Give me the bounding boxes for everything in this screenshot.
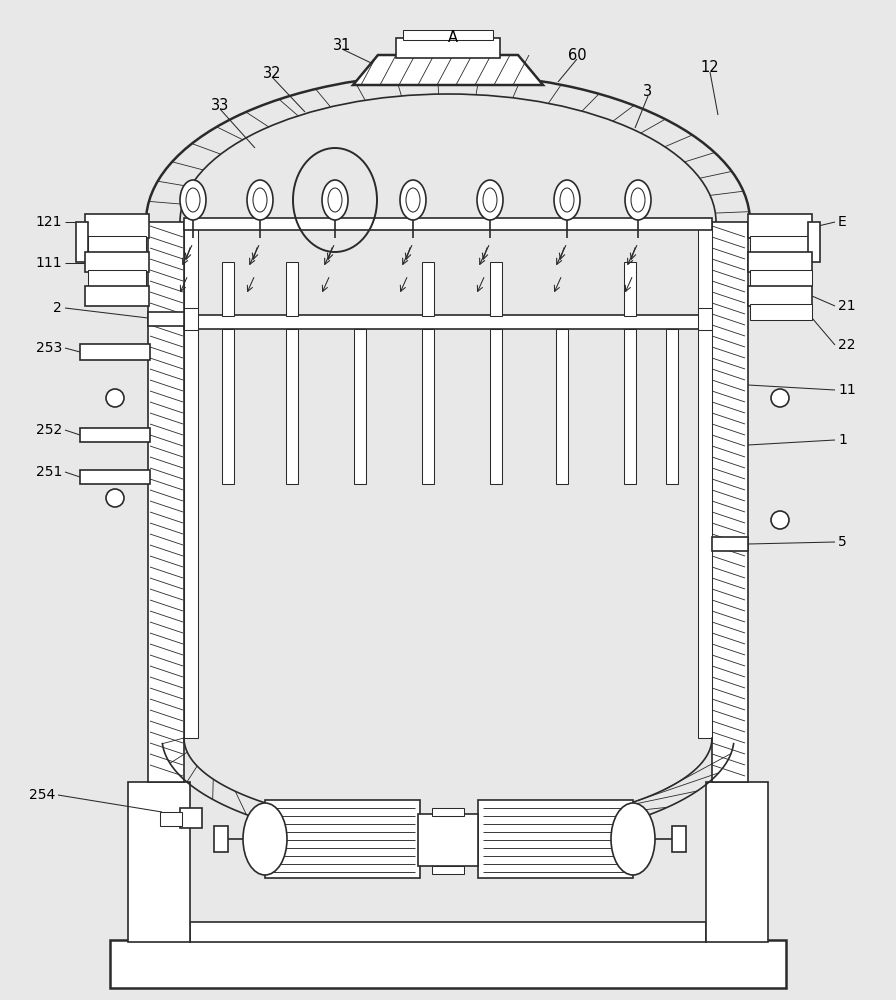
Bar: [222, 329, 234, 484]
Bar: [88, 236, 146, 254]
Bar: [160, 812, 182, 826]
Bar: [624, 329, 636, 484]
Text: 121: 121: [36, 215, 62, 229]
Text: E: E: [838, 215, 847, 229]
Text: 60: 60: [568, 47, 586, 62]
Bar: [750, 270, 812, 286]
Ellipse shape: [106, 389, 124, 407]
Bar: [808, 222, 820, 262]
Bar: [422, 262, 434, 316]
Bar: [222, 262, 234, 316]
Text: 1: 1: [838, 433, 847, 447]
Bar: [85, 214, 149, 238]
Bar: [750, 236, 810, 254]
Bar: [396, 38, 500, 58]
Ellipse shape: [328, 188, 342, 212]
Bar: [76, 222, 88, 262]
Bar: [190, 922, 706, 942]
Bar: [88, 270, 146, 286]
Text: 11: 11: [838, 383, 856, 397]
Bar: [110, 940, 786, 988]
Text: A: A: [448, 30, 458, 45]
Bar: [354, 329, 366, 484]
Ellipse shape: [186, 188, 200, 212]
Ellipse shape: [253, 188, 267, 212]
Ellipse shape: [771, 389, 789, 407]
Bar: [80, 344, 150, 360]
Text: 111: 111: [35, 256, 62, 270]
Bar: [286, 262, 298, 316]
Bar: [184, 308, 198, 330]
Text: 3: 3: [643, 85, 652, 100]
Bar: [748, 214, 812, 238]
Bar: [748, 286, 812, 306]
Bar: [128, 782, 190, 942]
Ellipse shape: [625, 180, 651, 220]
Bar: [706, 782, 768, 942]
Bar: [490, 262, 502, 316]
Ellipse shape: [631, 188, 645, 212]
Ellipse shape: [106, 489, 124, 507]
Ellipse shape: [243, 803, 287, 875]
Bar: [184, 222, 198, 738]
Bar: [490, 329, 502, 484]
Bar: [184, 218, 712, 230]
Text: 21: 21: [838, 299, 856, 313]
Bar: [286, 329, 298, 484]
Bar: [712, 537, 748, 551]
Ellipse shape: [477, 180, 503, 220]
Text: 12: 12: [701, 60, 719, 76]
Bar: [478, 800, 633, 878]
Bar: [432, 866, 464, 874]
Ellipse shape: [180, 180, 206, 220]
Bar: [418, 814, 478, 866]
Ellipse shape: [247, 180, 273, 220]
Bar: [556, 329, 568, 484]
Bar: [85, 252, 149, 272]
Bar: [184, 315, 712, 329]
Bar: [265, 800, 420, 878]
Bar: [624, 262, 636, 316]
Ellipse shape: [560, 188, 574, 212]
Text: 22: 22: [838, 338, 856, 352]
Bar: [698, 308, 712, 330]
Text: 31: 31: [332, 37, 351, 52]
Bar: [180, 808, 202, 828]
Bar: [432, 808, 464, 816]
Text: 254: 254: [29, 788, 55, 802]
Text: 33: 33: [211, 98, 229, 112]
Bar: [698, 222, 712, 738]
Ellipse shape: [554, 180, 580, 220]
Text: 5: 5: [838, 535, 847, 549]
Bar: [672, 826, 686, 852]
Bar: [214, 826, 228, 852]
Ellipse shape: [611, 803, 655, 875]
Text: 253: 253: [36, 341, 62, 355]
Ellipse shape: [771, 511, 789, 529]
Text: 2: 2: [53, 301, 62, 315]
Bar: [148, 222, 184, 782]
Ellipse shape: [322, 180, 348, 220]
Polygon shape: [353, 55, 543, 85]
Text: 32: 32: [263, 66, 281, 81]
Bar: [80, 428, 150, 442]
Bar: [748, 252, 812, 272]
Bar: [750, 304, 812, 320]
Ellipse shape: [483, 188, 497, 212]
Text: 252: 252: [36, 423, 62, 437]
Bar: [80, 470, 150, 484]
Bar: [403, 30, 493, 40]
Text: 251: 251: [36, 465, 62, 479]
Bar: [666, 329, 678, 484]
Bar: [712, 222, 748, 782]
Bar: [148, 312, 184, 326]
Bar: [85, 286, 149, 306]
Ellipse shape: [400, 180, 426, 220]
Ellipse shape: [406, 188, 420, 212]
Bar: [422, 329, 434, 484]
